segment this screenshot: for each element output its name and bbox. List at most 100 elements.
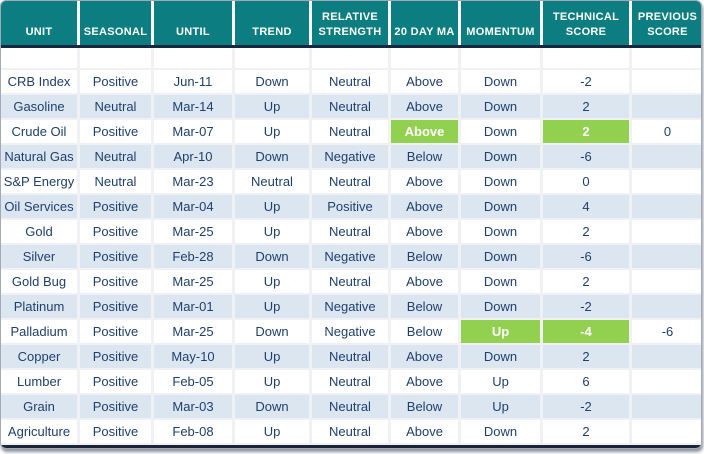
table-cell-seasonal: Positive <box>80 320 151 343</box>
row-label-cell-unit: Gold <box>1 220 77 243</box>
table-cell-previous-score: 0 <box>632 120 701 143</box>
table-cell-seasonal: Positive <box>80 395 151 418</box>
table-cell-seasonal: Positive <box>80 220 151 243</box>
spacer-cell-20-day-ma <box>391 48 458 68</box>
table-cell-relative-strength: Negative <box>312 145 388 168</box>
table-cell-relative-strength: Neutral <box>312 345 388 368</box>
table-cell-technical-score: 4 <box>543 195 629 218</box>
header-row: UNIT SEASONAL UNTIL TREND RELATIVE STRENGTH 2… <box>1 1 701 45</box>
table-cell-until: Mar-03 <box>154 395 232 418</box>
row-label-cell-unit: Gasoline <box>1 95 77 118</box>
table-cell-trend: Down <box>235 320 309 343</box>
table-cell-trend: Up <box>235 420 309 443</box>
table-cell-relative-strength: Neutral <box>312 95 388 118</box>
table-cell-trend: Down <box>235 245 309 268</box>
table-cell-seasonal: Positive <box>80 370 151 393</box>
table-cell-20-day-ma: Above <box>391 420 458 443</box>
table-cell-trend: Down <box>235 395 309 418</box>
table-cell-previous-score <box>632 220 701 243</box>
table-cell-momentum: Down <box>461 245 540 268</box>
spacer-cell-until <box>154 48 232 68</box>
table-cell-20-day-ma: Above <box>391 70 458 93</box>
table-cell-relative-strength: Neutral <box>312 120 388 143</box>
table-cell-until: Mar-07 <box>154 120 232 143</box>
table-cell-technical-score: 6 <box>543 370 629 393</box>
table-cell-seasonal: Positive <box>80 245 151 268</box>
row-label-cell-unit: Platinum <box>1 295 77 318</box>
table-cell-trend: Up <box>235 120 309 143</box>
table-cell-previous-score <box>632 145 701 168</box>
table-cell-20-day-ma: Below <box>391 245 458 268</box>
table-cell-trend: Up <box>235 295 309 318</box>
table-cell-trend: Up <box>235 345 309 368</box>
table-cell-momentum: Up <box>461 320 540 343</box>
row-label-cell-unit: S&P Energy <box>1 170 77 193</box>
table-cell-relative-strength: Negative <box>312 245 388 268</box>
table-cell-momentum: Down <box>461 220 540 243</box>
table-cell-until: Feb-05 <box>154 370 232 393</box>
header-cell-previous-score: PREVIOUS SCORE <box>632 1 701 45</box>
table-cell-technical-score: 2 <box>543 220 629 243</box>
table-cell-until: Mar-25 <box>154 270 232 293</box>
table-cell-until: Feb-28 <box>154 245 232 268</box>
table-cell-momentum: Down <box>461 195 540 218</box>
row-label-cell-unit: Palladium <box>1 320 77 343</box>
table-cell-seasonal: Positive <box>80 420 151 443</box>
table-cell-momentum: Down <box>461 145 540 168</box>
table-cell-momentum: Down <box>461 95 540 118</box>
table-cell-until: Jun-11 <box>154 70 232 93</box>
table-cell-20-day-ma: Above <box>391 120 458 143</box>
table-cell-until: Mar-23 <box>154 170 232 193</box>
spacer-cell-momentum <box>461 48 540 68</box>
table-cell-previous-score: -6 <box>632 320 701 343</box>
table-body: CRB Index Positive Jun-11 Down Neutral Above D… <box>1 48 701 445</box>
table-cell-relative-strength: Neutral <box>312 420 388 443</box>
table-cell-until: Mar-01 <box>154 295 232 318</box>
table-cell-relative-strength: Negative <box>312 320 388 343</box>
table-cell-20-day-ma: Above <box>391 220 458 243</box>
table-cell-20-day-ma: Above <box>391 345 458 368</box>
table-cell-momentum: Down <box>461 420 540 443</box>
table-cell-relative-strength: Neutral <box>312 395 388 418</box>
table-cell-seasonal: Neutral <box>80 170 151 193</box>
table-cell-technical-score: -6 <box>543 145 629 168</box>
table-cell-trend: Down <box>235 145 309 168</box>
table-cell-previous-score <box>632 270 701 293</box>
row-label-cell-unit: Gold Bug <box>1 270 77 293</box>
table-cell-momentum: Up <box>461 370 540 393</box>
header-cell-momentum: MOMENTUM <box>461 1 540 45</box>
table-cell-until: Apr-10 <box>154 145 232 168</box>
header-cell-until: UNTIL <box>154 1 232 45</box>
table-cell-technical-score: 2 <box>543 120 629 143</box>
header-cell-seasonal: SEASONAL <box>80 1 151 45</box>
header-cell-trend: TREND <box>235 1 309 45</box>
table-cell-20-day-ma: Below <box>391 320 458 343</box>
table-cell-relative-strength: Neutral <box>312 170 388 193</box>
table-cell-momentum: Down <box>461 70 540 93</box>
table-cell-trend: Up <box>235 95 309 118</box>
table-cell-technical-score: 2 <box>543 270 629 293</box>
table-cell-previous-score <box>632 245 701 268</box>
table-cell-technical-score: -4 <box>543 320 629 343</box>
table-cell-relative-strength: Neutral <box>312 70 388 93</box>
table-cell-technical-score: 2 <box>543 345 629 368</box>
table-cell-technical-score: -2 <box>543 395 629 418</box>
table-cell-technical-score: 2 <box>543 420 629 443</box>
row-label-cell-unit: Lumber <box>1 370 77 393</box>
table-cell-relative-strength: Neutral <box>312 220 388 243</box>
table-cell-momentum: Down <box>461 170 540 193</box>
table-cell-seasonal: Positive <box>80 70 151 93</box>
row-label-cell-unit: Agriculture <box>1 420 77 443</box>
table-cell-technical-score: -2 <box>543 70 629 93</box>
spacer-cell-trend <box>235 48 309 68</box>
table-cell-until: Mar-25 <box>154 320 232 343</box>
table-cell-momentum: Down <box>461 270 540 293</box>
table-cell-previous-score <box>632 420 701 443</box>
table-cell-seasonal: Neutral <box>80 145 151 168</box>
table-cell-seasonal: Positive <box>80 345 151 368</box>
table-cell-20-day-ma: Above <box>391 170 458 193</box>
table-cell-until: Mar-25 <box>154 220 232 243</box>
table-cell-technical-score: -2 <box>543 295 629 318</box>
table-cell-trend: Up <box>235 270 309 293</box>
